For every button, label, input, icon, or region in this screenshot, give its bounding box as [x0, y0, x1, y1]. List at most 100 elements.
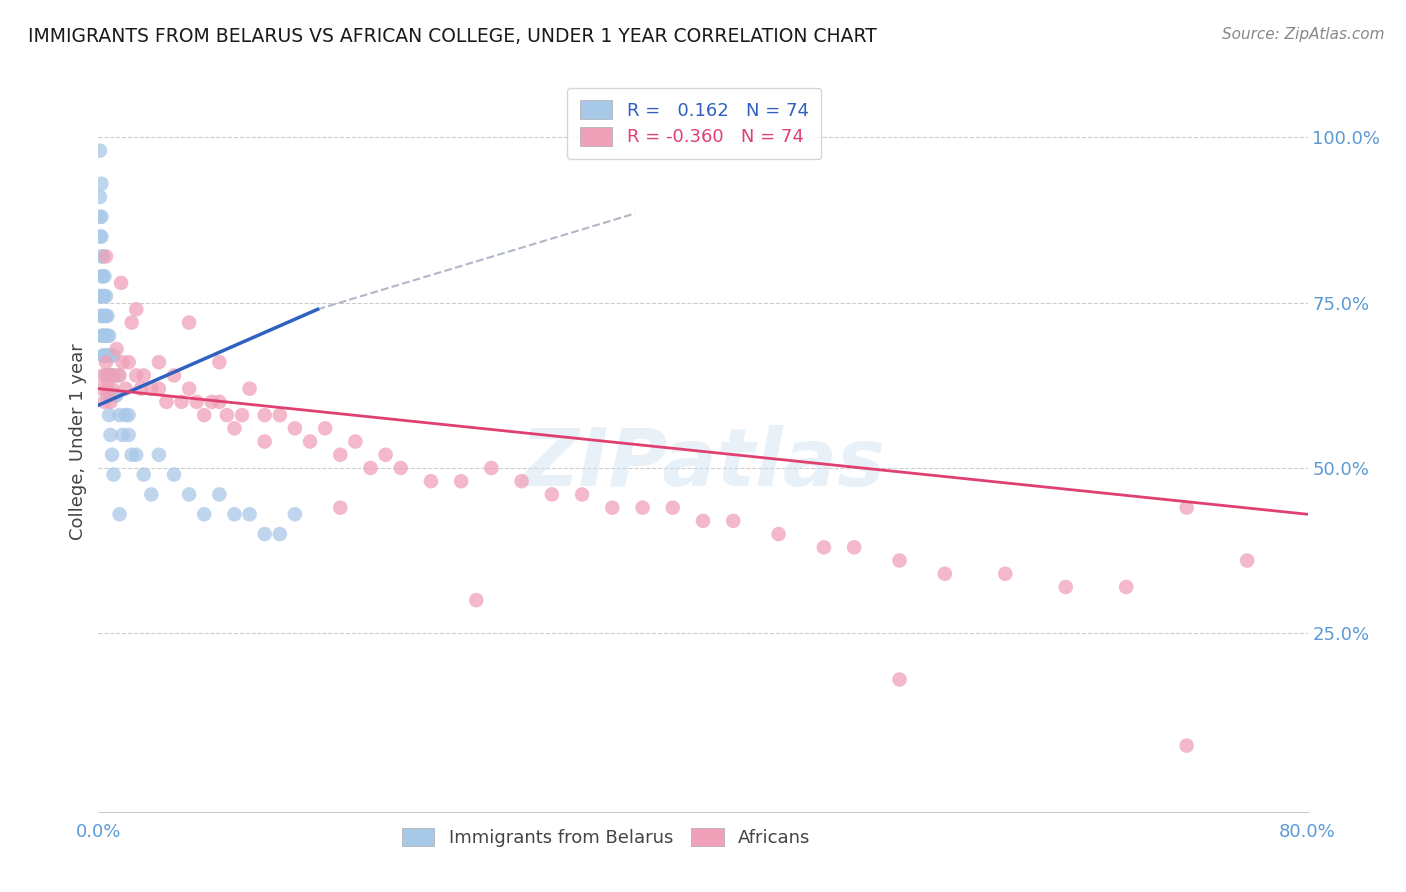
Point [329, 500, 352, 515]
Point [91, 328, 114, 343]
Point [844, 541, 866, 555]
Point [125, 302, 148, 317]
Point [540, 487, 562, 501]
Point [103, 349, 125, 363]
Point [224, 421, 246, 435]
Point [89, 229, 111, 244]
Point [96, 382, 118, 396]
Point [114, 408, 136, 422]
Point [90, 309, 112, 323]
Point [208, 355, 231, 369]
Point [661, 500, 683, 515]
Point [103, 368, 125, 383]
Point [269, 408, 291, 422]
Point [148, 382, 170, 396]
Point [768, 527, 790, 541]
Point [118, 408, 141, 422]
Point [114, 382, 136, 396]
Point [108, 508, 131, 522]
Point [93, 309, 115, 323]
Point [1054, 580, 1077, 594]
Point [93, 328, 115, 343]
Point [94, 355, 117, 369]
Point [111, 428, 134, 442]
Point [374, 448, 396, 462]
Point [98, 349, 121, 363]
Point [631, 500, 654, 515]
Text: Source: ZipAtlas.com: Source: ZipAtlas.com [1222, 27, 1385, 42]
Point [105, 388, 128, 402]
Point [125, 448, 148, 462]
Point [239, 382, 262, 396]
Point [231, 408, 253, 422]
Point [91, 309, 114, 323]
Point [103, 368, 125, 383]
Point [94, 349, 117, 363]
Point [284, 421, 307, 435]
Point [90, 229, 112, 244]
Point [1175, 739, 1198, 753]
Point [96, 309, 118, 323]
Point [104, 388, 127, 402]
Point [94, 289, 117, 303]
Point [994, 566, 1017, 581]
Point [129, 382, 152, 396]
Point [94, 250, 117, 264]
Point [155, 395, 177, 409]
Point [91, 269, 114, 284]
Point [108, 368, 131, 383]
Point [224, 508, 246, 522]
Point [90, 250, 112, 264]
Point [101, 448, 124, 462]
Point [98, 408, 121, 422]
Point [934, 566, 956, 581]
Point [239, 508, 262, 522]
Point [163, 368, 186, 383]
Point [208, 395, 231, 409]
Point [118, 428, 141, 442]
Point [107, 368, 129, 383]
Point [89, 289, 111, 303]
Point [93, 289, 115, 303]
Point [141, 382, 163, 396]
Point [481, 461, 503, 475]
Point [602, 500, 624, 515]
Point [889, 673, 911, 687]
Point [94, 328, 117, 343]
Point [253, 408, 276, 422]
Point [93, 395, 115, 409]
Point [179, 487, 201, 501]
Point [101, 382, 124, 396]
Point [91, 250, 114, 264]
Point [90, 382, 112, 396]
Point [105, 342, 128, 356]
Point [208, 487, 231, 501]
Point [90, 269, 112, 284]
Point [90, 289, 112, 303]
Point [101, 388, 124, 402]
Point [103, 467, 125, 482]
Point [148, 355, 170, 369]
Point [269, 527, 291, 541]
Point [94, 368, 117, 383]
Point [571, 487, 593, 501]
Point [108, 408, 131, 422]
Text: ZIPatlas: ZIPatlas [520, 425, 886, 503]
Point [96, 349, 118, 363]
Point [389, 461, 412, 475]
Point [1175, 500, 1198, 515]
Point [692, 514, 714, 528]
Point [90, 309, 112, 323]
Point [96, 388, 118, 402]
Point [93, 349, 115, 363]
Point [93, 269, 115, 284]
Point [111, 355, 134, 369]
Point [125, 368, 148, 383]
Point [1236, 553, 1258, 567]
Point [193, 508, 215, 522]
Point [179, 316, 201, 330]
Point [314, 421, 336, 435]
Point [89, 210, 111, 224]
Point [100, 428, 122, 442]
Point [89, 190, 111, 204]
